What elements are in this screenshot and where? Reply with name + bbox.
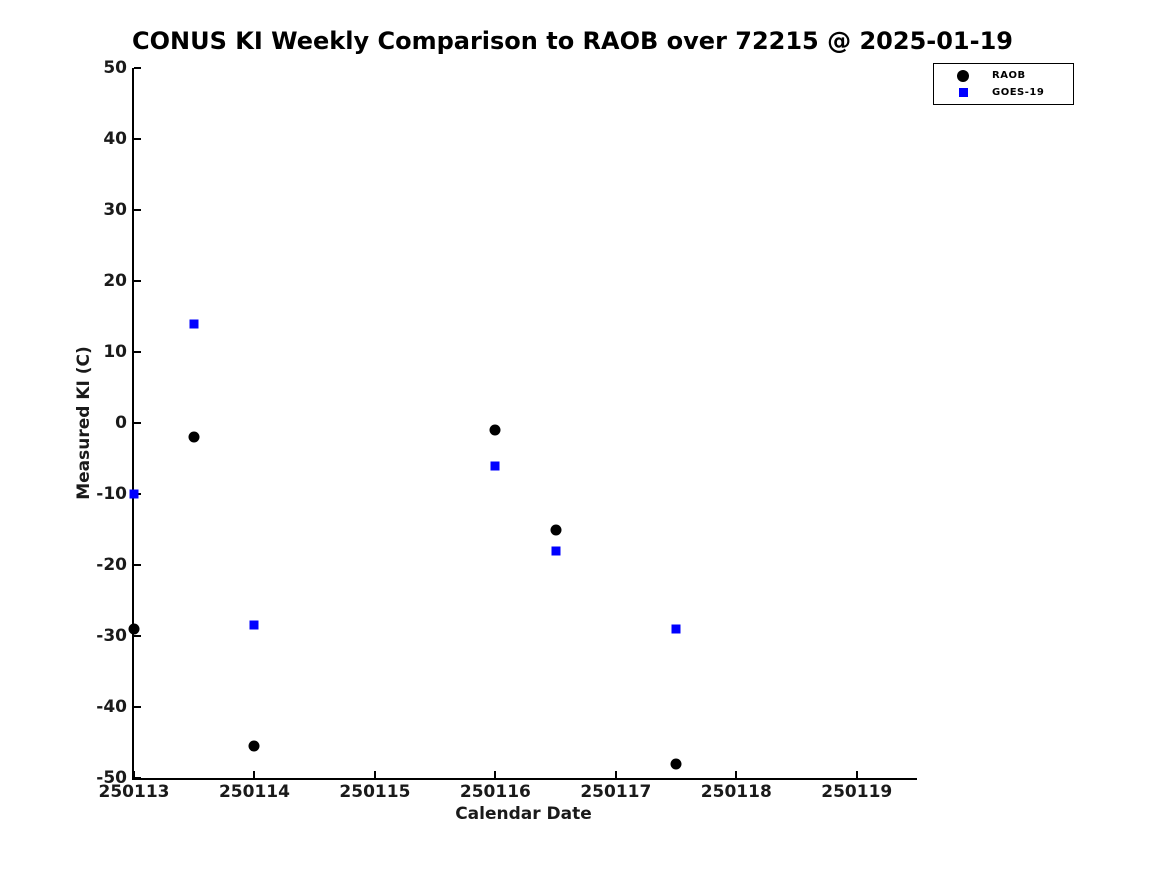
x-tick-label: 250113 <box>98 782 170 802</box>
data-point-raob <box>188 431 200 443</box>
x-tick-mark <box>735 771 738 778</box>
data-point-goes-19 <box>671 624 681 634</box>
y-tick-mark <box>134 138 141 140</box>
data-point-raob <box>248 740 260 752</box>
x-tick-mark <box>855 771 858 778</box>
x-tick-mark <box>614 771 617 778</box>
x-tick-label: 250117 <box>580 782 652 802</box>
x-tick-mark <box>253 771 256 778</box>
data-point-goes-19 <box>189 319 199 329</box>
data-point-raob <box>670 758 682 770</box>
y-tick-label: -50 <box>96 768 127 788</box>
x-axis-label: Calendar Date <box>455 804 592 824</box>
legend-item-goes-19: GOES-19 <box>934 84 1073 101</box>
square-marker-icon <box>958 88 968 97</box>
y-tick-label: 20 <box>103 271 127 291</box>
y-tick-label: -40 <box>96 697 127 717</box>
legend-label: RAOB <box>992 70 1026 81</box>
x-tick-label: 250116 <box>459 782 531 802</box>
data-point-goes-19 <box>249 620 259 630</box>
data-point-raob <box>489 424 501 436</box>
x-tick-label: 250118 <box>700 782 772 802</box>
legend-marker-cell <box>934 69 992 82</box>
y-tick-label: 10 <box>103 342 127 362</box>
y-tick-label: 40 <box>103 129 127 149</box>
y-tick-mark <box>134 280 141 282</box>
x-tick-mark <box>494 771 497 778</box>
legend-label: GOES-19 <box>992 87 1045 98</box>
data-point-raob <box>128 623 140 635</box>
y-tick-mark <box>134 777 141 779</box>
y-tick-mark <box>134 209 141 211</box>
y-tick-mark <box>134 635 141 637</box>
legend: RAOB GOES-19 <box>933 63 1074 105</box>
y-axis-label: Measured KI (C) <box>74 346 94 500</box>
y-tick-mark <box>134 564 141 566</box>
x-tick-mark <box>373 771 376 778</box>
x-tick-label: 250119 <box>821 782 893 802</box>
legend-item-raob: RAOB <box>934 67 1073 84</box>
y-tick-label: 50 <box>103 58 127 78</box>
plot-area <box>128 67 917 780</box>
data-point-goes-19 <box>551 546 561 556</box>
y-tick-label: -30 <box>96 626 127 646</box>
y-tick-mark <box>134 422 141 424</box>
x-tick-label: 250114 <box>218 782 290 802</box>
y-tick-mark <box>134 67 141 69</box>
x-tick-labels: 250113 250114 250115 250116 250117 250118 2501… <box>99 782 917 804</box>
data-point-goes-19 <box>490 461 500 471</box>
y-tick-label: 30 <box>103 200 127 220</box>
y-tick-label: -10 <box>96 484 127 504</box>
data-point-goes-19 <box>129 489 139 499</box>
y-tick-label: 0 <box>115 413 127 433</box>
legend-marker-cell <box>934 88 992 97</box>
data-point-raob <box>550 524 562 535</box>
x-tick-label: 250115 <box>339 782 411 802</box>
y-tick-mark <box>134 351 141 353</box>
y-tick-mark <box>134 706 141 708</box>
chart-title: CONUS KI Weekly Comparison to RAOB over … <box>132 27 1013 55</box>
x-tick-mark <box>133 771 135 778</box>
y-tick-label: -20 <box>96 555 127 575</box>
circle-marker-icon <box>957 69 969 82</box>
y-tick-labels: 50 40 30 20 10 0 -10 -20 -30 -40 -50 <box>0 58 127 788</box>
